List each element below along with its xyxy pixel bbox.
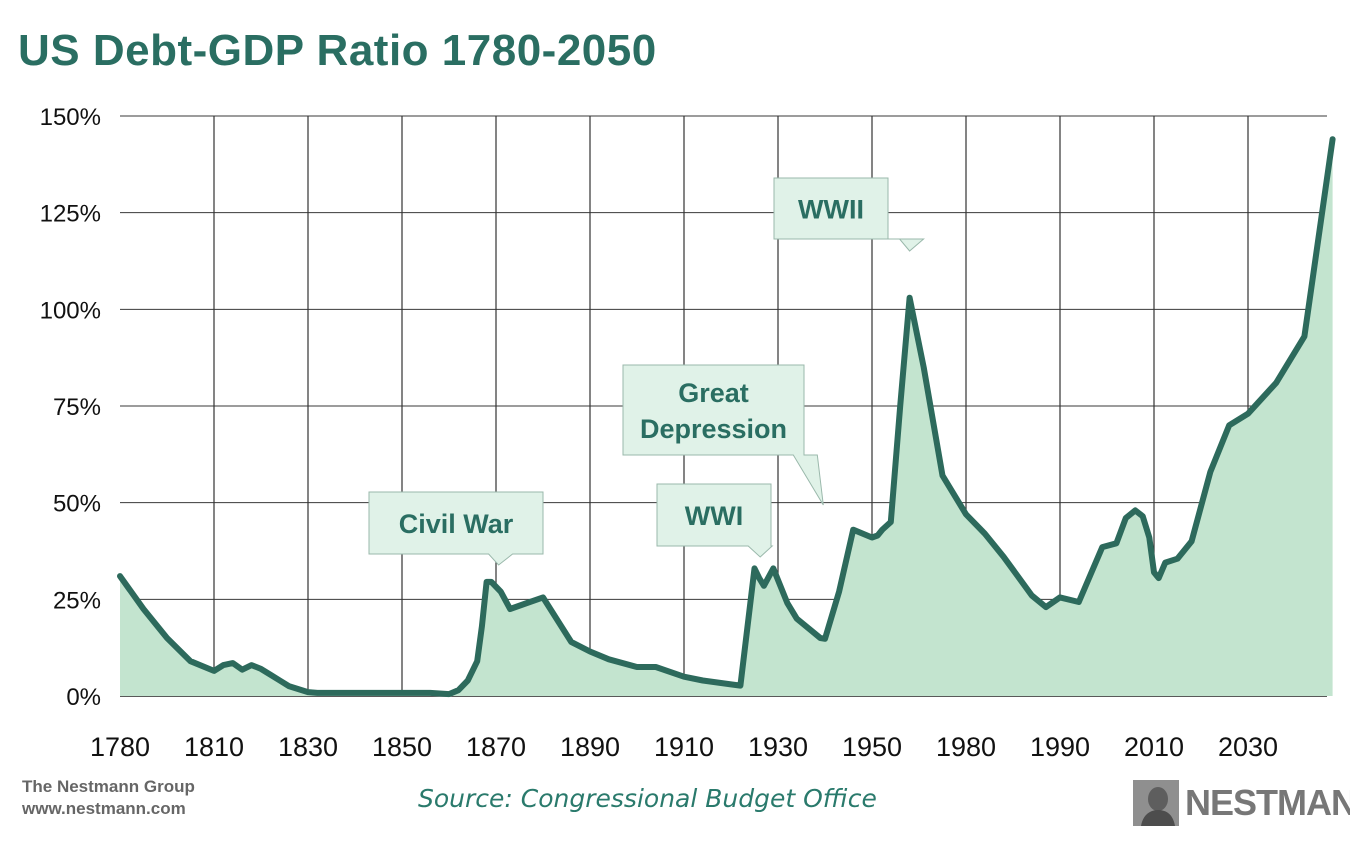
callout-wwii: WWII [773,177,925,252]
y-tick-label: 100% [40,297,101,324]
y-tick-label: 50% [53,491,101,518]
callout-box [368,491,544,566]
callout-box [622,364,824,506]
annotations: Civil War WWI Great Depression WWII [368,177,925,566]
x-tick-label: 1780 [90,732,150,762]
callout-label: WWII [798,195,864,225]
callout-label: Great [678,378,749,408]
callout-label: Civil War [399,509,514,539]
x-tick-label: 1830 [278,732,338,762]
x-tick-label: 1930 [748,732,808,762]
y-tick-label: 25% [53,587,101,614]
callout-label: WWI [685,501,743,531]
credit-name: The Nestmann Group [22,777,195,796]
x-tick-label: 1950 [842,732,902,762]
credit-url: www.nestmann.com [22,799,186,818]
x-tick-label: 2010 [1124,732,1184,762]
nestmann-logo: NESTMANN [1133,779,1350,827]
x-tick-label: 1910 [654,732,714,762]
x-tick-label: 1850 [372,732,432,762]
axis-labels: 0% 25% 50% 75% 100% 125% 150% 1780 1810 1830 1850 1… [40,104,1278,762]
source-note: Source: Congressional Budget Office [418,784,877,813]
y-tick-label: 125% [40,201,101,228]
x-tick-label: 1990 [1030,732,1090,762]
x-tick-label: 1890 [560,732,620,762]
chart-title: US Debt-GDP Ratio 1780-2050 [18,26,657,75]
callout-box [773,177,925,252]
callout-label: Depression [640,414,787,444]
area-fill [120,139,1333,696]
x-tick-label: 1810 [184,732,244,762]
y-tick-label: 150% [40,104,101,131]
x-tick-label: 1980 [936,732,996,762]
series-line [117,136,1336,698]
callout-wwi: WWI [656,483,774,558]
logo-wordmark: NESTMANN [1185,782,1350,823]
credit: The Nestmann Group www.nestmann.com [22,776,195,820]
callout-civil-war: Civil War [368,491,544,566]
callout-box [656,483,774,558]
portrait-icon [1133,780,1179,826]
x-tick-label: 1870 [466,732,526,762]
y-tick-label: 0% [66,684,101,711]
x-tick-label: 2030 [1218,732,1278,762]
area-layer [117,136,1336,698]
callout-great-depression: Great Depression [622,364,824,506]
y-tick-label: 75% [53,394,101,421]
